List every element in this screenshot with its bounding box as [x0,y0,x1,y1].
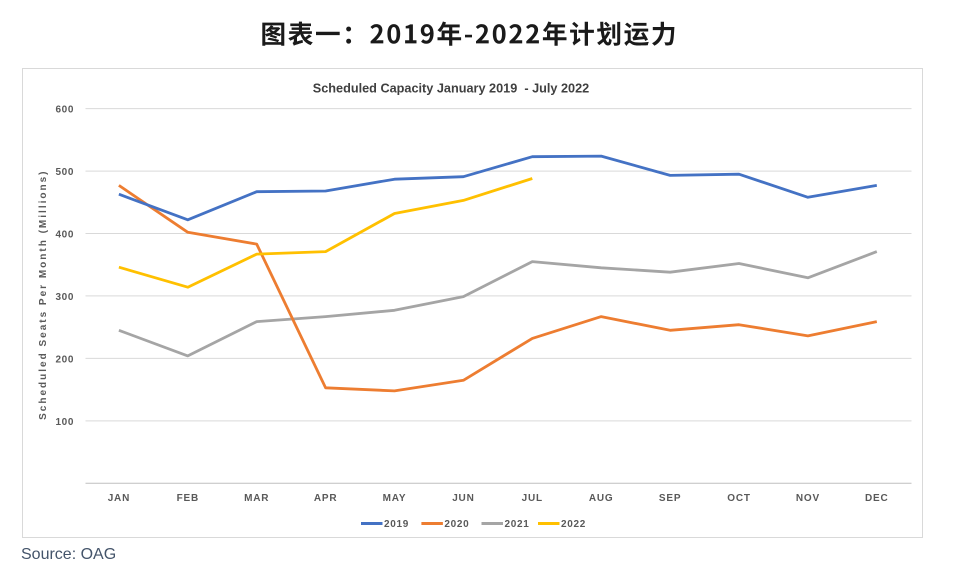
svg-text:2019: 2019 [384,519,409,530]
svg-text:APR: APR [314,493,338,504]
svg-text:Scheduled Seats Per Month (Mil: Scheduled Seats Per Month (Millions) [38,170,49,420]
svg-text:AUG: AUG [589,493,614,504]
svg-text:MAR: MAR [244,493,269,504]
svg-text:500: 500 [56,167,75,178]
svg-text:200: 200 [56,354,75,365]
svg-text:MAY: MAY [383,493,407,504]
svg-text:2022: 2022 [561,519,586,530]
svg-text:Scheduled Capacity January 201: Scheduled Capacity January 2019 - July 2… [313,82,589,96]
svg-text:100: 100 [56,417,75,428]
svg-text:NOV: NOV [796,493,820,504]
svg-text:600: 600 [56,105,75,116]
svg-text:SEP: SEP [659,493,681,504]
svg-text:2021: 2021 [505,519,530,530]
svg-text:2020: 2020 [444,519,469,530]
svg-text:400: 400 [56,230,75,241]
svg-text:JUN: JUN [452,493,474,504]
svg-text:JUL: JUL [522,493,543,504]
svg-text:JAN: JAN [108,493,130,504]
svg-text:DEC: DEC [865,493,889,504]
svg-text:FEB: FEB [177,493,199,504]
svg-text:OCT: OCT [727,493,751,504]
svg-text:300: 300 [56,292,75,303]
